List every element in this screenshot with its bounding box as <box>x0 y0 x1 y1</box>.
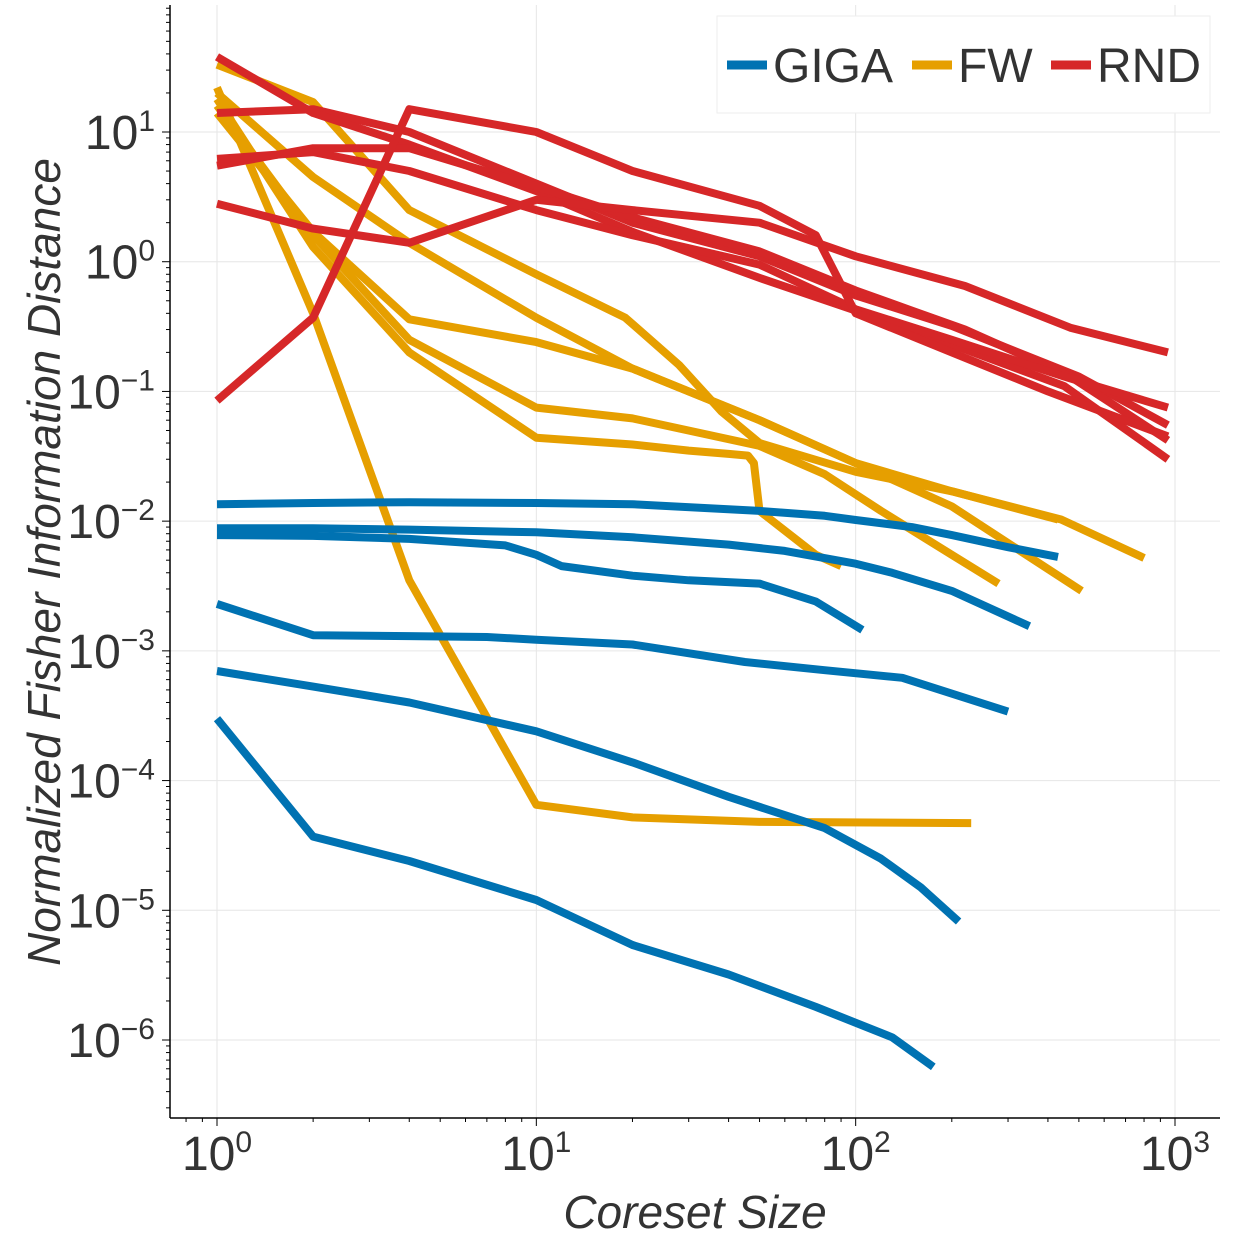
series-line-rnd <box>216 144 1171 444</box>
series-line-rnd <box>215 195 1169 357</box>
y-tick-label: 10−1 <box>67 364 155 419</box>
series-line-fw <box>213 110 1084 595</box>
series-line-giga <box>216 531 865 634</box>
series-line-giga <box>216 498 1059 561</box>
x-tick-label: 102 <box>821 1126 891 1181</box>
x-tick-label: 100 <box>182 1126 252 1181</box>
series-line-giga <box>216 667 962 925</box>
series-line-giga <box>213 716 936 1071</box>
tick-labels: 100 101 102 103 101 100 10−1 10−2 10−3 10−4 10−5 10… <box>67 105 1210 1181</box>
y-tick-label: 10−4 <box>67 754 155 809</box>
series-line-fw <box>215 60 1146 562</box>
legend-label-rnd: RND <box>1097 40 1201 93</box>
series-line-giga <box>215 600 1010 716</box>
series-line-fw <box>213 103 1001 588</box>
series-layer <box>213 53 1171 1071</box>
series-line-giga <box>217 524 1032 630</box>
y-tick-label: 101 <box>85 105 155 160</box>
legend-label-fw: FW <box>958 40 1033 93</box>
series-line-fw <box>213 96 843 570</box>
y-tick-label: 100 <box>85 235 155 290</box>
legend-box <box>716 15 1211 114</box>
y-tick-label: 10−2 <box>67 494 155 549</box>
legend-label-giga: GIGA <box>773 40 893 93</box>
legend: GIGA FW RND <box>716 15 1211 114</box>
y-tick-label: 10−5 <box>67 883 155 938</box>
y-axis-title: Normalized Fisher Information Distance <box>18 158 70 966</box>
x-axis-title: Coreset Size <box>563 1186 826 1238</box>
x-tick-label: 101 <box>501 1126 571 1181</box>
y-tick-label: 10−6 <box>67 1013 155 1068</box>
x-tick-label: 103 <box>1140 1126 1210 1181</box>
series-line-rnd <box>216 148 1170 412</box>
axes <box>162 5 1220 1126</box>
series-line-rnd <box>214 105 1170 441</box>
series-line-rnd <box>214 53 1171 463</box>
y-tick-label: 10−3 <box>67 624 155 679</box>
